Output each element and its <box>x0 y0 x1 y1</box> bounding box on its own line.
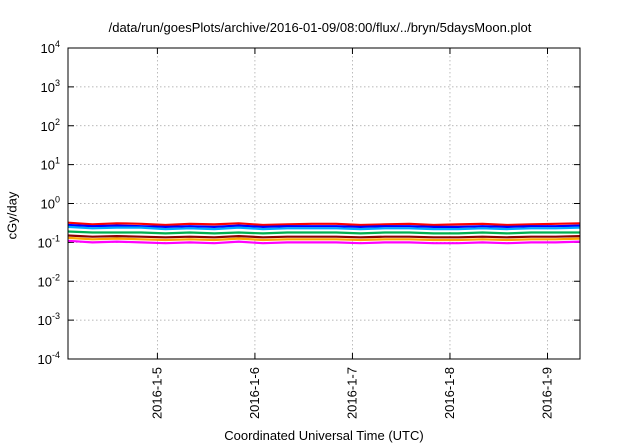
y-tick-label-base: 10 <box>41 158 55 173</box>
y-tick-label-exponent: -1 <box>52 233 60 243</box>
y-tick-label-base: 10 <box>38 352 52 367</box>
x-tick-label: 2016-1-7 <box>344 367 359 419</box>
y-tick-label-base: 10 <box>41 197 55 212</box>
series-line <box>67 230 580 235</box>
series-line <box>67 225 581 231</box>
series-line <box>67 234 581 239</box>
y-tick-label-exponent: 2 <box>55 117 60 127</box>
y-tick-label: 10-1 <box>38 233 60 250</box>
y-tick-label-base: 10 <box>38 313 52 328</box>
chart-title: /data/run/goesPlots/archive/2016-01-09/0… <box>108 20 532 35</box>
y-axis-label: cGy/day <box>4 191 20 240</box>
y-tick-label: 10-4 <box>38 350 60 367</box>
y-tick-label: 104 <box>41 39 60 56</box>
y-tick-label-base: 10 <box>41 41 55 56</box>
y-tick-label-base: 10 <box>38 274 52 289</box>
series-line <box>67 221 581 227</box>
x-tick-label: 2016-1-9 <box>539 367 554 419</box>
y-tick-label-base: 10 <box>38 235 52 250</box>
y-tick-label: 101 <box>41 156 60 173</box>
series-line <box>67 223 581 228</box>
y-tick-label-exponent: -4 <box>52 350 60 360</box>
series-line <box>67 239 581 245</box>
y-tick-label-exponent: 3 <box>55 78 60 88</box>
y-tick-label-exponent: 1 <box>55 156 60 166</box>
y-tick-label: 100 <box>41 195 60 212</box>
y-tick-label-base: 10 <box>41 119 55 134</box>
y-tick-label-base: 10 <box>41 80 55 95</box>
y-tick-label-exponent: -3 <box>52 311 60 321</box>
y-tick-label: 102 <box>41 117 60 134</box>
x-axis-label: Coordinated Universal Time (UTC) <box>224 428 424 443</box>
y-tick-label-exponent: 4 <box>55 39 60 49</box>
x-tick-label: 2016-1-5 <box>149 367 164 419</box>
y-tick-label-exponent: 0 <box>55 195 60 205</box>
y-tick-label-exponent: -2 <box>52 272 60 282</box>
x-tick-label: 2016-1-6 <box>247 367 262 419</box>
plot-frame <box>67 47 581 360</box>
series-line <box>67 236 581 242</box>
y-tick-label: 103 <box>41 78 60 95</box>
y-tick-label: 10-3 <box>38 311 60 328</box>
x-tick-label: 2016-1-8 <box>442 367 457 419</box>
y-tick-label: 10-2 <box>38 272 60 289</box>
